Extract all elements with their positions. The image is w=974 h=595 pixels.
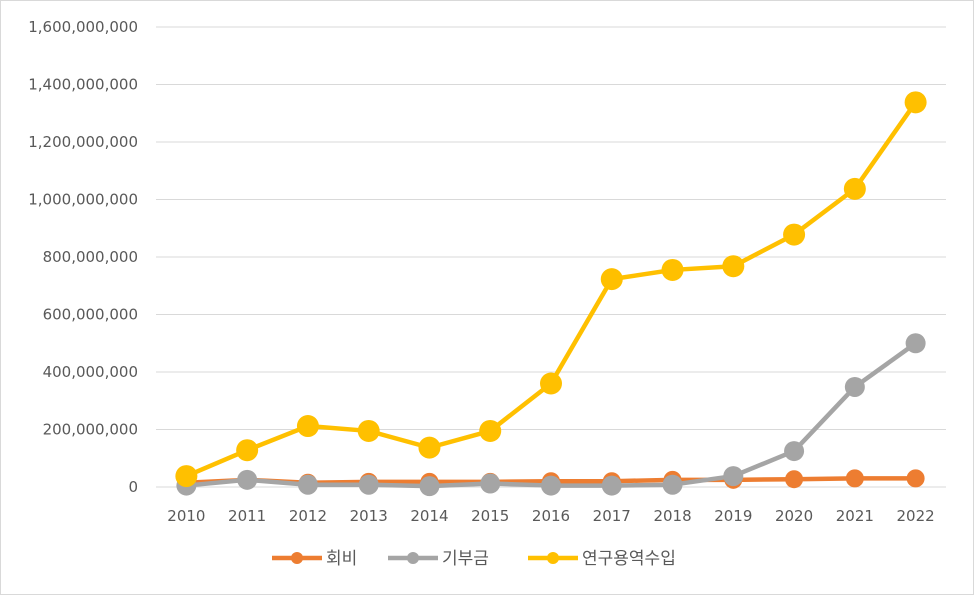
x-tick-label: 2011 bbox=[228, 507, 266, 525]
legend-label: 회비 bbox=[326, 549, 357, 569]
data-point bbox=[905, 333, 926, 354]
y-tick-label: 1,400,000,000 bbox=[28, 76, 138, 94]
data-point bbox=[479, 419, 502, 442]
x-tick-label: 2014 bbox=[410, 507, 448, 525]
data-point bbox=[297, 474, 318, 495]
data-point bbox=[236, 439, 259, 462]
y-tick-label: 1,600,000,000 bbox=[28, 18, 138, 36]
y-tick-label: 600,000,000 bbox=[43, 306, 138, 324]
x-tick-label: 2019 bbox=[714, 507, 752, 525]
data-point bbox=[358, 474, 379, 495]
series-2 bbox=[176, 333, 926, 497]
legend-marker bbox=[291, 552, 303, 564]
data-point bbox=[480, 473, 501, 494]
legend: 회비 기부금 연구용역수입 bbox=[272, 549, 676, 569]
x-tick-label: 2017 bbox=[593, 507, 631, 525]
data-point bbox=[540, 372, 562, 395]
data-point bbox=[843, 177, 866, 200]
legend-item: 회비 bbox=[272, 549, 357, 569]
legend-item: 연구용역수입 bbox=[528, 549, 676, 569]
x-tick-label: 2010 bbox=[167, 507, 205, 525]
x-tick-label: 2021 bbox=[836, 507, 874, 525]
y-axis-tick-labels: 0 200,000,000 400,000,000 600,000,000 800,00… bbox=[28, 18, 138, 496]
data-point bbox=[723, 466, 744, 487]
series-3 bbox=[175, 91, 927, 488]
data-point bbox=[175, 465, 198, 488]
y-tick-label: 800,000,000 bbox=[43, 248, 138, 266]
legend-label: 연구용역수입 bbox=[582, 549, 676, 569]
data-point bbox=[785, 470, 804, 489]
data-point bbox=[357, 419, 380, 442]
gridlines bbox=[156, 26, 946, 488]
data-point bbox=[296, 415, 319, 438]
data-point bbox=[601, 475, 622, 496]
data-point bbox=[722, 255, 745, 278]
data-point bbox=[904, 91, 927, 114]
data-point bbox=[783, 223, 806, 246]
series-group bbox=[175, 91, 927, 497]
data-point bbox=[662, 474, 683, 495]
series-line bbox=[184, 341, 918, 489]
data-point bbox=[237, 469, 258, 490]
series-line bbox=[184, 100, 918, 479]
y-tick-label: 400,000,000 bbox=[43, 363, 138, 381]
x-tick-label: 2012 bbox=[289, 507, 327, 525]
x-tick-label: 2018 bbox=[653, 507, 691, 525]
x-tick-label: 2015 bbox=[471, 507, 509, 525]
data-point bbox=[419, 476, 440, 497]
data-point bbox=[541, 475, 561, 496]
y-tick-label: 200,000,000 bbox=[43, 421, 138, 439]
legend-marker bbox=[407, 552, 419, 564]
data-point bbox=[661, 258, 684, 281]
legend-item: 기부금 bbox=[388, 549, 489, 569]
legend-label: 기부금 bbox=[442, 549, 489, 569]
y-tick-label: 1,200,000,000 bbox=[28, 133, 138, 151]
data-point bbox=[844, 376, 865, 397]
legend-marker bbox=[547, 552, 559, 564]
x-axis-tick-labels: 2010 2011 2012 2013 2014 2015 2016 2017 2018 2019… bbox=[167, 507, 934, 525]
x-tick-label: 2020 bbox=[775, 507, 813, 525]
data-point bbox=[845, 469, 864, 488]
x-tick-label: 2013 bbox=[350, 507, 388, 525]
y-tick-label: 1,000,000,000 bbox=[28, 191, 138, 209]
data-point bbox=[906, 469, 925, 488]
y-tick-label: 0 bbox=[128, 478, 138, 496]
data-point bbox=[418, 436, 441, 459]
data-point bbox=[600, 268, 623, 291]
data-point bbox=[784, 441, 805, 462]
x-tick-label: 2016 bbox=[532, 507, 570, 525]
x-tick-label: 2022 bbox=[897, 507, 935, 525]
